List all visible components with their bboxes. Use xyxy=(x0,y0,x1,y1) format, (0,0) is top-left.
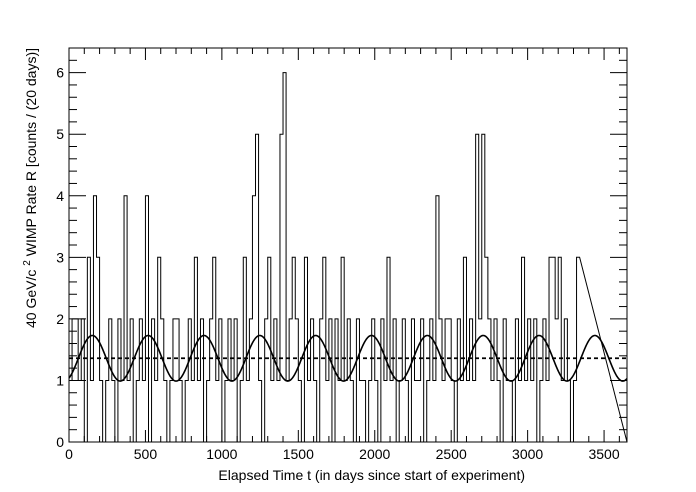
x-tick-label: 2000 xyxy=(359,446,390,462)
x-tick-label: 1500 xyxy=(283,446,314,462)
y-tick-label: 6 xyxy=(56,65,64,81)
x-tick-label: 1000 xyxy=(206,446,237,462)
y-axis-label-post: WIMP Rate R [counts / (20 days)] xyxy=(23,48,39,256)
y-axis-label-pre: 40 GeV/c xyxy=(23,270,39,328)
histogram xyxy=(68,72,628,443)
y-tick-label: 5 xyxy=(56,126,64,142)
y-axis-label-sup: 2 xyxy=(22,260,33,266)
y-tick-label: 2 xyxy=(56,311,64,327)
y-tick-label: 0 xyxy=(56,434,64,450)
y-axis-ticks: 0 1 2 3 4 5 6 xyxy=(56,47,627,450)
x-axis-ticks: 0 500 1000 1500 2000 2500 3000 3500 xyxy=(65,48,620,462)
x-tick-label: 2500 xyxy=(436,446,467,462)
y-axis-label: 40 GeV/c 2 WIMP Rate R [counts / (20 day… xyxy=(17,48,39,328)
histogram-outline xyxy=(68,72,628,443)
model-curves xyxy=(68,334,628,382)
x-tick-label: 3500 xyxy=(588,446,619,462)
y-tick-label: 3 xyxy=(56,249,64,265)
y-tick-label: 1 xyxy=(56,372,64,388)
plot-frame xyxy=(68,47,628,443)
x-tick-label: 500 xyxy=(134,446,158,462)
x-tick-label: 3000 xyxy=(512,446,543,462)
y-tick-label: 4 xyxy=(56,188,64,204)
x-tick-label: 0 xyxy=(65,446,73,462)
x-axis-label: Elapsed Time t (in days since start of e… xyxy=(218,467,525,483)
